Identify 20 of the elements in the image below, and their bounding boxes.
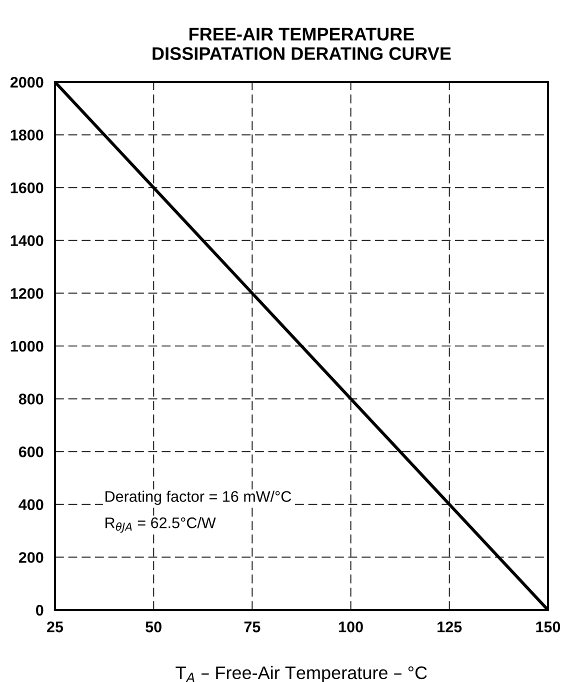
x-tick-label: 75	[244, 622, 260, 632]
y-tick-label: 200	[18, 552, 44, 563]
x-tick-label: 150	[536, 622, 560, 632]
x-tick-label: 100	[339, 622, 363, 632]
y-tick-label: 0	[36, 604, 44, 616]
y-tick-label: 2000	[10, 76, 44, 88]
y-tick-label: 1200	[10, 288, 44, 299]
x-tick-label: 125	[438, 622, 462, 632]
y-tick-label: 800	[18, 394, 44, 404]
annotation: R$_{θJA}$ = 62.5°C/W	[106, 517, 216, 533]
y-tick-label: 1400	[10, 235, 44, 246]
annotation: Derating factor = 16 mW/°C	[106, 490, 292, 505]
x-tick-label: 25	[47, 622, 64, 632]
y-tick-label: 1800	[10, 130, 44, 140]
chart-title: FREE-AIR TEMPERATURE DISSIPATATION DERATING CURVE	[152, 28, 451, 60]
y-tick-label: 600	[18, 446, 44, 458]
y-tick-label: 1600	[10, 182, 44, 194]
x-tick-label: 50	[146, 622, 162, 632]
y-tick-label: 1000	[10, 340, 44, 352]
y-tick-label: 400	[18, 499, 44, 510]
